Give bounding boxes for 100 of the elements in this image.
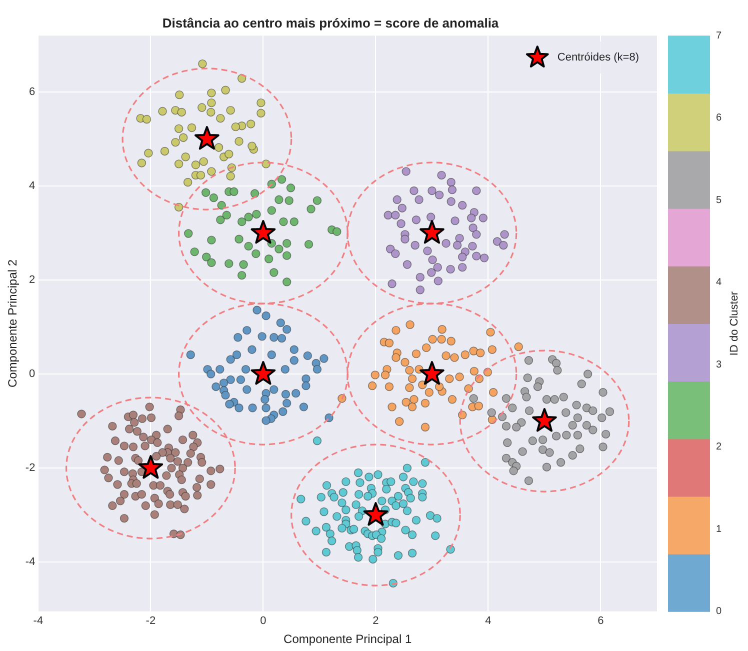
point: [384, 338, 394, 348]
point: [598, 413, 606, 422]
point: [562, 408, 570, 417]
point: [458, 252, 467, 262]
point: [542, 395, 552, 404]
point: [384, 382, 394, 392]
point: [246, 120, 256, 128]
color-bar-title: ID do Cluster: [728, 291, 741, 356]
point: [470, 366, 479, 376]
point: [206, 108, 216, 117]
point: [388, 279, 396, 288]
point: [446, 264, 455, 274]
point: [502, 422, 511, 431]
point: [174, 124, 184, 134]
point: [391, 210, 400, 220]
point: [550, 395, 559, 404]
point: [512, 422, 521, 432]
point: [573, 430, 582, 440]
point: [183, 178, 192, 187]
y-tick-label: 2: [29, 274, 36, 286]
point: [446, 178, 456, 187]
point: [460, 350, 470, 360]
point: [224, 150, 234, 158]
point: [177, 108, 186, 117]
point: [274, 244, 284, 254]
point: [522, 392, 531, 402]
color-bar-label: 2: [716, 442, 722, 453]
point: [248, 142, 256, 150]
point: [252, 210, 261, 219]
point: [282, 239, 292, 248]
point: [171, 138, 180, 147]
point: [290, 345, 298, 354]
point: [528, 436, 538, 446]
point: [158, 106, 167, 116]
chart-title: Distância ao centro mais próximo = score de anomalia: [162, 15, 500, 30]
point: [492, 237, 502, 246]
point: [332, 227, 342, 236]
point: [191, 160, 200, 170]
point: [209, 193, 218, 202]
point: [552, 432, 561, 440]
point: [428, 334, 437, 344]
point: [452, 240, 462, 250]
point: [320, 354, 328, 363]
point: [502, 454, 511, 463]
point: [605, 407, 614, 416]
point: [226, 375, 235, 384]
point: [258, 332, 266, 341]
point: [538, 435, 548, 444]
point: [450, 353, 459, 362]
point: [277, 175, 286, 184]
point: [455, 234, 464, 243]
point: [384, 210, 392, 220]
point: [402, 398, 410, 407]
point: [234, 234, 244, 244]
point: [488, 388, 498, 397]
y-tick-label: -4: [25, 556, 36, 568]
point: [478, 214, 488, 222]
point: [437, 334, 446, 344]
point: [438, 325, 446, 334]
point: [406, 320, 414, 330]
point: [433, 262, 442, 272]
point: [160, 146, 170, 156]
point: [234, 404, 244, 412]
point: [236, 375, 246, 384]
point: [416, 286, 425, 294]
point: [428, 255, 437, 264]
point: [400, 234, 410, 244]
point: [423, 246, 432, 256]
point: [201, 188, 210, 197]
point: [523, 373, 532, 382]
point: [426, 212, 436, 222]
point: [486, 328, 495, 337]
point: [500, 230, 509, 239]
point: [556, 458, 566, 467]
point: [446, 336, 456, 346]
point: [267, 206, 276, 215]
point: [174, 160, 184, 168]
color-bar-label: 1: [716, 524, 722, 535]
point: [502, 394, 511, 403]
point: [244, 212, 253, 222]
point: [217, 200, 226, 210]
point: [225, 400, 234, 408]
point: [388, 402, 396, 412]
point: [524, 356, 534, 365]
point: [583, 370, 592, 378]
point: [601, 430, 610, 439]
point: [198, 59, 207, 68]
point: [480, 254, 489, 262]
color-bar-label: 0: [716, 606, 722, 618]
point: [299, 402, 308, 412]
y-tick-label: -2: [25, 462, 36, 474]
point: [420, 422, 430, 432]
point: [207, 98, 216, 108]
point: [468, 223, 478, 232]
point: [434, 190, 444, 200]
point: [568, 450, 577, 460]
point: [445, 374, 454, 384]
point: [448, 185, 457, 194]
point: [588, 406, 598, 416]
point: [545, 448, 554, 457]
